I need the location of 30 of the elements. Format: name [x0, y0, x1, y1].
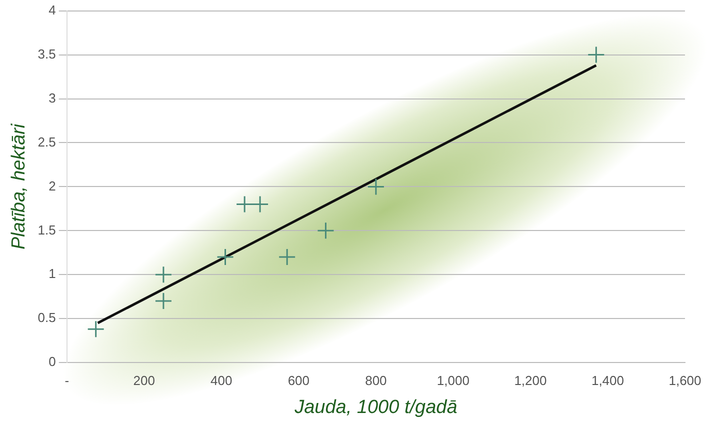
y-tick-label: 2.5: [38, 134, 56, 150]
point: [316, 222, 334, 240]
point: [251, 196, 269, 214]
point: [154, 266, 172, 284]
x-tick-label: 1,200: [514, 372, 547, 388]
x-tick-label: 800: [365, 372, 387, 388]
y-tick-label: 1: [48, 266, 56, 282]
x-tick-label: 400: [210, 372, 232, 388]
point: [216, 248, 234, 266]
point: [367, 178, 385, 196]
point: [278, 248, 296, 266]
x-tick-label: 1,600: [668, 372, 702, 388]
x-tick-label: -: [64, 372, 70, 388]
y-tick-label: 0: [48, 354, 56, 370]
y-tick-label: 3.5: [38, 46, 56, 62]
x-tick-label: 1,400: [591, 372, 624, 388]
x-axis-title: Jauda, 1000 t/gadā: [294, 396, 458, 418]
y-axis-title: Platība, hektāri: [8, 123, 30, 250]
y-tick-label: 2: [48, 178, 56, 194]
point: [587, 46, 605, 64]
y-tick-label: 1.5: [38, 222, 56, 238]
y-tick-label: 3: [48, 90, 56, 106]
x-tick-label: 1,000: [436, 372, 470, 388]
point: [154, 292, 172, 310]
point: [236, 196, 254, 214]
point: [87, 320, 105, 338]
x-tick-label: 600: [288, 372, 310, 388]
x-tick-label: 200: [133, 372, 155, 388]
y-tick-label: 4: [48, 2, 56, 18]
y-tick-label: 0.5: [38, 310, 56, 326]
